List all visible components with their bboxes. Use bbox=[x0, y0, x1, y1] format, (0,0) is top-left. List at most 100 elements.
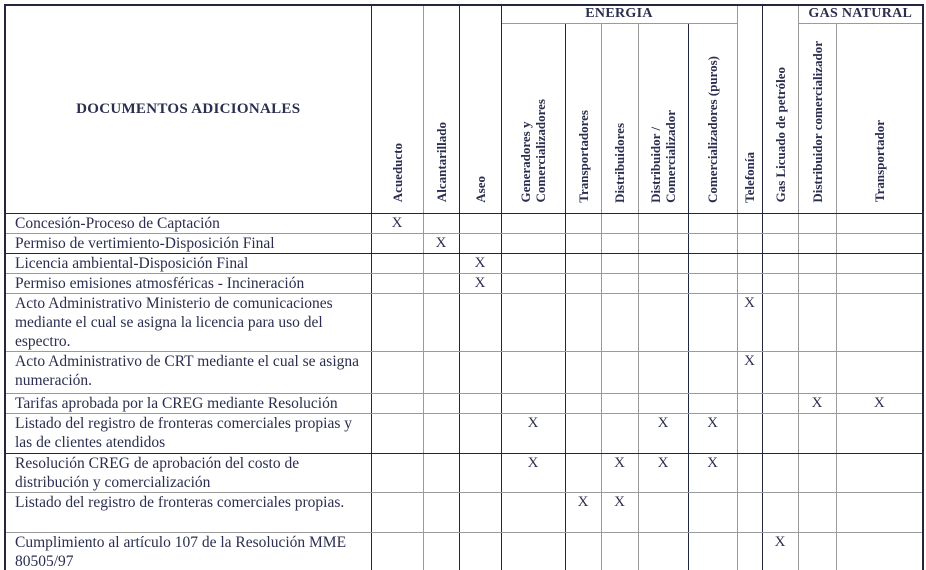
mark-cell-generadores-comercializadores bbox=[501, 253, 566, 274]
mark-cell-telefonia bbox=[737, 453, 763, 493]
mark-cell-gn-distribuidor-comercializador bbox=[798, 233, 837, 254]
mark-cell-distribuidores: X bbox=[601, 492, 639, 533]
document-label: Permiso emisiones atmosféricas - Inciner… bbox=[5, 273, 372, 294]
mark-cell-distribuidores: X bbox=[601, 453, 639, 493]
mark-cell-aseo bbox=[459, 351, 502, 394]
document-label: Permiso de vertimiento-Disposición Final bbox=[5, 233, 372, 254]
mark-cell-distribuidor-comercializador bbox=[638, 253, 689, 274]
mark-cell-distribuidor-comercializador bbox=[638, 492, 689, 533]
column-header-gn-distribuidor-comercializador: Distribuidor comercializador bbox=[798, 23, 837, 214]
column-header-label: Distribuidores bbox=[612, 122, 627, 203]
mark-cell-generadores-comercializadores bbox=[501, 351, 566, 394]
mark-cell-distribuidores bbox=[601, 253, 639, 274]
mark-cell-alcantarillado: X bbox=[423, 233, 460, 254]
mark-cell-gas-licuado-petroleo bbox=[762, 293, 799, 352]
document-label: Resolución CREG de aprobación del costo … bbox=[5, 453, 372, 493]
rotated-header-row: Generadores y Comercializadores Transpor… bbox=[5, 23, 924, 214]
mark-cell-gn-transportador bbox=[836, 413, 924, 454]
mark-cell-transportadores bbox=[565, 213, 602, 234]
mark-cell-distribuidores bbox=[601, 351, 639, 394]
column-header-transportadores: Transportadores bbox=[565, 23, 602, 214]
mark-cell-gn-distribuidor-comercializador: X bbox=[798, 393, 837, 414]
column-header-label: Telefonía bbox=[742, 151, 758, 203]
mark-cell-aseo: X bbox=[459, 253, 502, 274]
mark-cell-gas-licuado-petroleo bbox=[762, 453, 799, 493]
mark-cell-acueducto bbox=[371, 492, 424, 533]
table-row: Licencia ambiental-Disposición Final X bbox=[5, 253, 924, 274]
column-header-label: Transportador bbox=[871, 120, 887, 203]
mark-cell-distribuidor-comercializador bbox=[638, 293, 689, 352]
mark-cell-gas-licuado-petroleo bbox=[762, 492, 799, 533]
mark-cell-gn-transportador bbox=[836, 233, 924, 254]
mark-cell-alcantarillado bbox=[423, 413, 460, 454]
table-row: Resolución CREG de aprobación del costo … bbox=[5, 453, 924, 493]
mark-cell-comercializadores-puros bbox=[688, 213, 738, 234]
mark-cell-distribuidor-comercializador bbox=[638, 351, 689, 394]
table-header: DOCUMENTOS ADICIONALES Acueducto Alcanta… bbox=[5, 5, 924, 214]
mark-cell-distribuidor-comercializador bbox=[638, 393, 689, 414]
table-row: Concesión-Proceso de Captación X bbox=[5, 213, 924, 234]
column-header-distribuidores: Distribuidores bbox=[601, 23, 639, 214]
mark-cell-gas-licuado-petroleo bbox=[762, 213, 799, 234]
mark-cell-acueducto bbox=[371, 351, 424, 394]
mark-cell-acueducto bbox=[371, 293, 424, 352]
mark-cell-comercializadores-puros: X bbox=[688, 453, 738, 493]
mark-cell-generadores-comercializadores: X bbox=[501, 453, 566, 493]
group-header-gas-natural: GAS NATURAL bbox=[798, 5, 924, 24]
mark-cell-transportadores bbox=[565, 532, 602, 570]
mark-cell-alcantarillado bbox=[423, 213, 460, 234]
mark-cell-gas-licuado-petroleo bbox=[762, 233, 799, 254]
group-header-energia: ENERGIA bbox=[501, 5, 738, 24]
column-header-generadores-comercializadores: Generadores y Comercializadores bbox=[501, 23, 566, 214]
mark-cell-aseo bbox=[459, 532, 502, 570]
mark-cell-telefonia bbox=[737, 393, 763, 414]
table-row: Acto Administrativo Ministerio de comuni… bbox=[5, 293, 924, 352]
column-header-label: Distribuidor / Comercializador bbox=[648, 109, 678, 203]
column-header-label: Comercializadores (puros) bbox=[705, 55, 720, 203]
mark-cell-gn-distribuidor-comercializador bbox=[798, 293, 837, 352]
table-row: Tarifas aprobada por la CREG mediante Re… bbox=[5, 393, 924, 414]
mark-cell-generadores-comercializadores: X bbox=[501, 413, 566, 454]
mark-cell-aseo bbox=[459, 453, 502, 493]
mark-cell-gn-distribuidor-comercializador bbox=[798, 492, 837, 533]
mark-cell-generadores-comercializadores bbox=[501, 213, 566, 234]
mark-cell-distribuidores bbox=[601, 532, 639, 570]
mark-cell-telefonia: X bbox=[737, 351, 763, 394]
column-header-gas-licuado: Gas Licuado de petróleo bbox=[762, 5, 799, 214]
mark-cell-gas-licuado-petroleo bbox=[762, 393, 799, 414]
mark-cell-generadores-comercializadores bbox=[501, 233, 566, 254]
mark-cell-distribuidor-comercializador: X bbox=[638, 453, 689, 493]
mark-cell-distribuidor-comercializador bbox=[638, 233, 689, 254]
document-label: Listado del registro de fronteras comerc… bbox=[5, 413, 372, 454]
mark-cell-transportadores bbox=[565, 233, 602, 254]
mark-cell-telefonia bbox=[737, 273, 763, 294]
column-header-gn-transportador: Transportador bbox=[836, 23, 924, 214]
mark-cell-acueducto bbox=[371, 393, 424, 414]
table-body: Concesión-Proceso de Captación X Permiso d… bbox=[5, 213, 924, 570]
mark-cell-alcantarillado bbox=[423, 453, 460, 493]
document-label: Acto Administrativo Ministerio de comuni… bbox=[5, 293, 372, 352]
mark-cell-gn-distribuidor-comercializador bbox=[798, 532, 837, 570]
mark-cell-gn-distribuidor-comercializador bbox=[798, 413, 837, 454]
mark-cell-generadores-comercializadores bbox=[501, 293, 566, 352]
mark-cell-distribuidores bbox=[601, 393, 639, 414]
mark-cell-distribuidor-comercializador bbox=[638, 213, 689, 234]
mark-cell-gn-distribuidor-comercializador bbox=[798, 351, 837, 394]
column-header-label: Acueducto bbox=[389, 143, 405, 203]
mark-cell-transportadores bbox=[565, 273, 602, 294]
mark-cell-distribuidores bbox=[601, 213, 639, 234]
mark-cell-comercializadores-puros bbox=[688, 393, 738, 414]
mark-cell-comercializadores-puros bbox=[688, 233, 738, 254]
mark-cell-gn-distribuidor-comercializador bbox=[798, 213, 837, 234]
mark-cell-comercializadores-puros: X bbox=[688, 413, 738, 454]
mark-cell-distribuidores bbox=[601, 413, 639, 454]
mark-cell-acueducto: X bbox=[371, 213, 424, 234]
mark-cell-acueducto bbox=[371, 532, 424, 570]
mark-cell-distribuidores bbox=[601, 293, 639, 352]
requirements-matrix-table: DOCUMENTOS ADICIONALES Acueducto Alcanta… bbox=[4, 4, 925, 570]
mark-cell-acueducto bbox=[371, 273, 424, 294]
mark-cell-comercializadores-puros bbox=[688, 492, 738, 533]
column-header-label: Alcantarillado bbox=[433, 122, 449, 203]
mark-cell-comercializadores-puros bbox=[688, 351, 738, 394]
